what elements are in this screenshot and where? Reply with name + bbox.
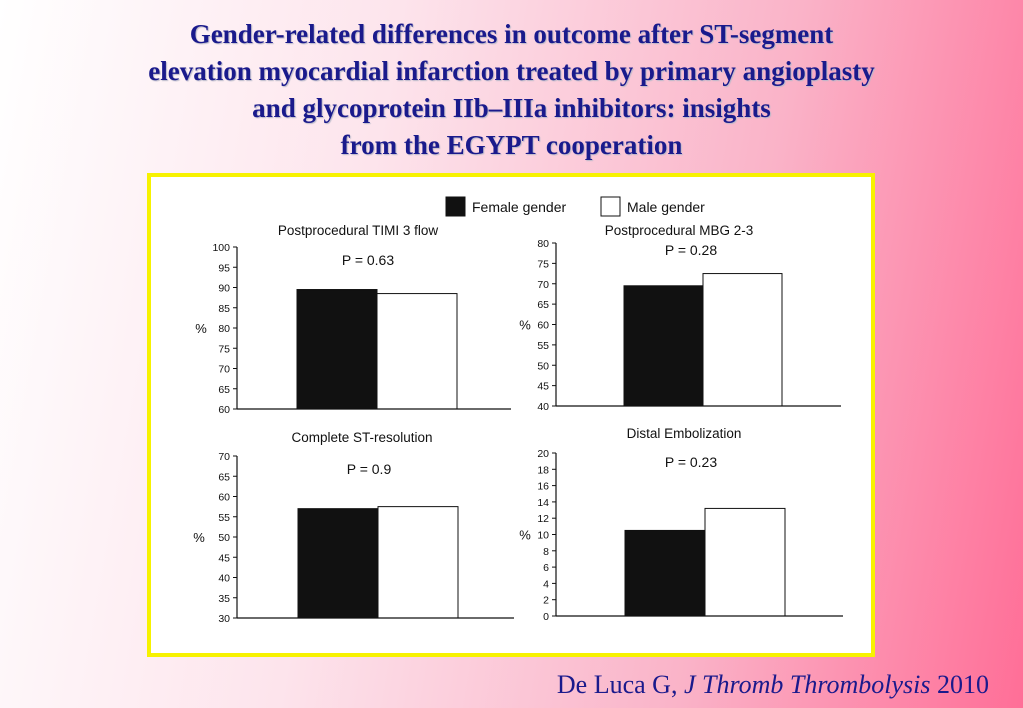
y-tick-label: 55 bbox=[537, 340, 549, 352]
legend: Female gender Male gender bbox=[445, 196, 705, 217]
y-tick-label: 4 bbox=[543, 578, 549, 590]
legend-swatch-female bbox=[445, 196, 466, 217]
y-tick-label: 65 bbox=[218, 384, 230, 396]
y-tick-label: 95 bbox=[218, 262, 230, 274]
chart-3: Complete ST-resolution P = 0.9% 70 65 60 55 50… bbox=[193, 430, 514, 625]
y-tick-label: 70 bbox=[218, 451, 230, 463]
chart-2: Postprocedural MBG 2-3 P = 0.28% 80 75 70 65 6… bbox=[519, 223, 841, 413]
y-tick-label: 35 bbox=[218, 593, 230, 605]
bar-male bbox=[377, 506, 459, 619]
y-tick-label: 0 bbox=[543, 611, 549, 623]
chart-title: Complete ST-resolution bbox=[291, 430, 432, 445]
y-tick-label: 10 bbox=[537, 530, 549, 542]
figure-panel: Female gender Male gender Postprocedural… bbox=[147, 173, 875, 657]
y-tick-label: 70 bbox=[537, 279, 549, 291]
y-tick-label: 60 bbox=[537, 320, 549, 332]
title-line-3: and glycoprotein IIb–IIIa inhibitors: in… bbox=[252, 93, 771, 123]
y-tick-label: 45 bbox=[537, 381, 549, 393]
y-tick-label: 75 bbox=[537, 258, 549, 270]
y-tick-label: 8 bbox=[543, 546, 549, 558]
y-tick-label: 40 bbox=[537, 401, 549, 413]
citation: De Luca G, J Thromb Thrombolysis 2010 bbox=[557, 670, 989, 700]
y-tick-label: 80 bbox=[218, 323, 230, 335]
title-line-4: from the EGYPT cooperation bbox=[340, 130, 683, 160]
bar-charts: Female gender Male gender Postprocedural… bbox=[193, 196, 843, 625]
bar-female bbox=[296, 289, 378, 410]
chart-1: Postprocedural TIMI 3 flow P = 0.63% 100 95… bbox=[195, 223, 511, 416]
y-tick-label: 2 bbox=[543, 595, 549, 607]
legend-label-male: Male gender bbox=[627, 199, 705, 215]
y-tick-label: 100 bbox=[212, 242, 230, 254]
bar-female bbox=[297, 508, 379, 619]
y-tick-label: 80 bbox=[537, 238, 549, 250]
y-tick-label: 20 bbox=[537, 448, 549, 460]
y-tick-label: 40 bbox=[218, 573, 230, 585]
y-tick-label: 60 bbox=[218, 492, 230, 504]
y-tick-label: 60 bbox=[218, 404, 230, 416]
y-axis-label: % bbox=[193, 530, 205, 545]
y-tick-label: 30 bbox=[218, 613, 230, 625]
p-value-label: P = 0.23 bbox=[665, 454, 718, 470]
citation-journal: J Thromb Thrombolysis bbox=[683, 670, 931, 699]
y-tick-label: 18 bbox=[537, 464, 549, 476]
y-axis-label: % bbox=[519, 318, 531, 333]
y-tick-label: 65 bbox=[537, 299, 549, 311]
p-value-label: P = 0.63 bbox=[342, 252, 395, 268]
p-value-label: P = 0.9 bbox=[347, 461, 392, 477]
y-tick-label: 16 bbox=[537, 481, 549, 493]
y-axis-label: % bbox=[195, 321, 207, 336]
y-tick-label: 75 bbox=[218, 343, 230, 355]
y-tick-label: 90 bbox=[218, 283, 230, 295]
bar-female bbox=[623, 285, 704, 407]
bar-male bbox=[702, 273, 783, 407]
p-value-label: P = 0.28 bbox=[665, 242, 718, 258]
y-tick-label: 85 bbox=[218, 303, 230, 315]
y-axis-label: % bbox=[519, 528, 531, 543]
bar-male bbox=[376, 293, 458, 410]
legend-swatch-male bbox=[600, 196, 621, 217]
slide-title: Gender-related differences in outcome af… bbox=[0, 16, 1023, 164]
citation-year: 2010 bbox=[937, 670, 989, 699]
y-tick-label: 50 bbox=[218, 532, 230, 544]
y-tick-label: 65 bbox=[218, 471, 230, 483]
y-tick-label: 55 bbox=[218, 512, 230, 524]
y-tick-label: 70 bbox=[218, 364, 230, 376]
chart-title: Distal Embolization bbox=[627, 426, 742, 441]
chart-title: Postprocedural MBG 2-3 bbox=[605, 223, 754, 238]
title-line-1: Gender-related differences in outcome af… bbox=[189, 19, 834, 49]
y-tick-label: 45 bbox=[218, 552, 230, 564]
legend-label-female: Female gender bbox=[472, 199, 567, 215]
citation-author: De Luca G, bbox=[556, 670, 678, 699]
y-tick-label: 14 bbox=[537, 497, 549, 509]
y-tick-label: 50 bbox=[537, 360, 549, 372]
bar-male bbox=[704, 507, 786, 617]
y-tick-label: 12 bbox=[537, 513, 549, 525]
bar-female bbox=[624, 529, 706, 617]
title-line-2: elevation myocardial infarction treated … bbox=[148, 56, 875, 86]
y-tick-label: 6 bbox=[543, 562, 549, 574]
chart-title: Postprocedural TIMI 3 flow bbox=[278, 223, 439, 238]
